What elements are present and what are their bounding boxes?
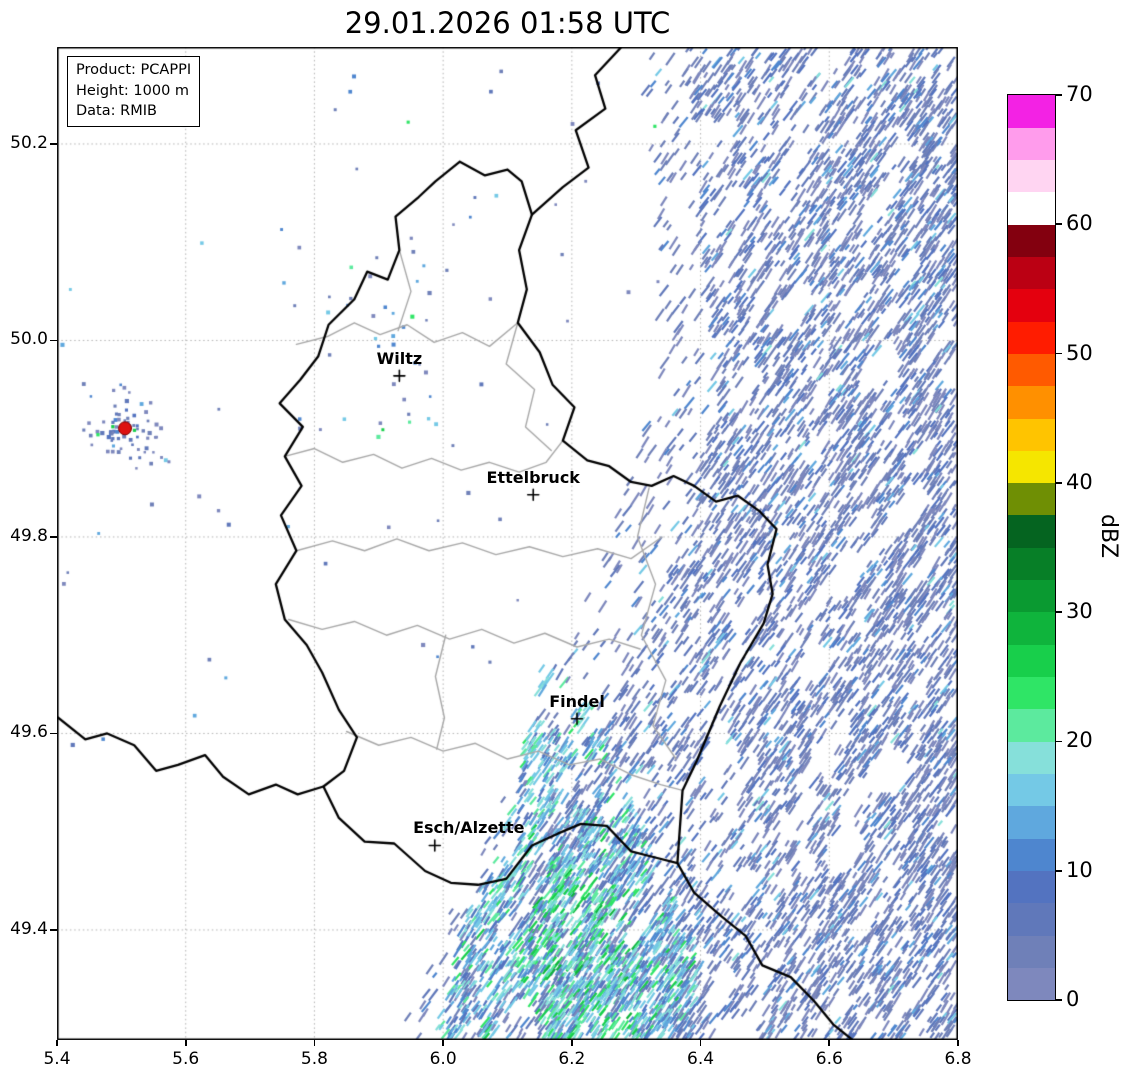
colorbar-band [1008, 902, 1055, 936]
info-data-source-line: Data: RMIB [76, 103, 157, 120]
colorbar-band [1008, 482, 1055, 516]
colorbar-band [1008, 417, 1055, 451]
colorbar-band [1008, 773, 1055, 807]
city-label-wiltz: Wiltz [376, 348, 423, 368]
colorbar-band [1008, 644, 1055, 678]
colorbar-tick-label: 20 [1066, 728, 1093, 753]
colorbar-tick-mark [1055, 482, 1062, 484]
colorbar-tick-label: 40 [1066, 469, 1093, 494]
colorbar-tick-label: 30 [1066, 599, 1093, 624]
colorbar-tick-mark [1055, 869, 1062, 872]
colorbar-band [1008, 741, 1055, 775]
x-tick-label: 5.4 [43, 1049, 71, 1069]
y-tick-label: 50.2 [10, 132, 48, 153]
colorbar-band [1008, 353, 1055, 387]
info-height-line: Height: 1000 m [76, 82, 190, 99]
x-tick-mark [56, 1040, 58, 1046]
y-tick-label: 49.6 [10, 722, 48, 743]
y-tick-label: 50.0 [10, 329, 48, 350]
y-tick-label: 49.8 [10, 525, 48, 546]
y-tick-label: 49.4 [10, 918, 48, 939]
colorbar-band [1008, 320, 1055, 354]
colorbar-label: dBZ [1096, 514, 1121, 559]
y-tick-mark [50, 339, 57, 342]
colorbar-band [1008, 708, 1055, 742]
colorbar-band [1008, 127, 1055, 160]
x-tick-label: 6.0 [429, 1049, 457, 1069]
colorbar-band [1008, 805, 1055, 839]
colorbar-band [1008, 95, 1055, 128]
colorbar-band [1008, 288, 1055, 322]
colorbar-band [1008, 838, 1055, 872]
colorbar-tick-mark [1055, 740, 1062, 743]
colorbar-band [1008, 514, 1055, 548]
x-tick-mark [957, 1040, 959, 1046]
colorbar-band [1008, 191, 1055, 225]
colorbar-band [1008, 159, 1055, 193]
x-tick-label: 5.6 [172, 1049, 200, 1069]
x-tick-mark [699, 1040, 702, 1046]
colorbar-band [1008, 224, 1055, 257]
colorbar-band [1008, 579, 1055, 613]
x-tick-mark [184, 1040, 187, 1046]
y-tick-mark [50, 536, 57, 538]
x-tick-label: 6.4 [687, 1049, 715, 1069]
colorbar-band [1008, 385, 1055, 419]
colorbar-band [1008, 256, 1055, 290]
colorbar-tick-label: 60 [1066, 211, 1093, 236]
colorbar-band [1008, 967, 1055, 1000]
colorbar-tick-mark [1055, 611, 1062, 613]
colorbar-tick-mark [1055, 352, 1062, 355]
colorbar-band [1008, 676, 1055, 710]
colorbar-tick-label: 0 [1066, 987, 1080, 1011]
y-tick-mark [50, 732, 57, 735]
colorbar-band [1008, 547, 1055, 581]
city-label-ettelbruck: Ettelbruck [486, 467, 580, 487]
colorbar-tick-label: 10 [1066, 857, 1093, 882]
radar-map-canvas [57, 47, 958, 1040]
colorbar-band [1008, 870, 1055, 904]
colorbar-tick-mark [1055, 94, 1062, 96]
x-tick-mark [571, 1040, 573, 1046]
x-tick-mark [828, 1040, 831, 1046]
x-tick-mark [442, 1040, 444, 1046]
x-tick-label: 6.8 [944, 1049, 972, 1069]
colorbar-tick-label: 50 [1066, 340, 1093, 365]
x-tick-label: 5.8 [300, 1049, 328, 1069]
figure-title: 29.01.2026 01:58 UTC [344, 6, 671, 40]
map-plot: Product: PCAPPI Height: 1000 m Data: RMI… [57, 47, 958, 1040]
x-tick-label: 6.2 [558, 1049, 586, 1069]
product-info-box: Product: PCAPPI Height: 1000 m Data: RMI… [67, 56, 201, 127]
x-tick-label: 6.6 [815, 1049, 843, 1069]
y-tick-mark [50, 143, 57, 145]
colorbar-band [1008, 450, 1055, 484]
colorbar [1007, 94, 1056, 1001]
x-tick-mark [313, 1040, 316, 1046]
colorbar-gradient [1007, 94, 1056, 1001]
city-label-esch-alzette: Esch/Alzette [413, 818, 525, 838]
colorbar-band [1008, 935, 1055, 968]
colorbar-tick-label: 70 [1066, 82, 1093, 106]
y-tick-mark [50, 929, 57, 931]
city-label-findel: Findel [549, 691, 605, 711]
info-product-line: Product: PCAPPI [76, 62, 192, 78]
colorbar-tick-mark [1055, 999, 1062, 1001]
colorbar-tick-mark [1055, 223, 1062, 226]
colorbar-band [1008, 611, 1055, 645]
